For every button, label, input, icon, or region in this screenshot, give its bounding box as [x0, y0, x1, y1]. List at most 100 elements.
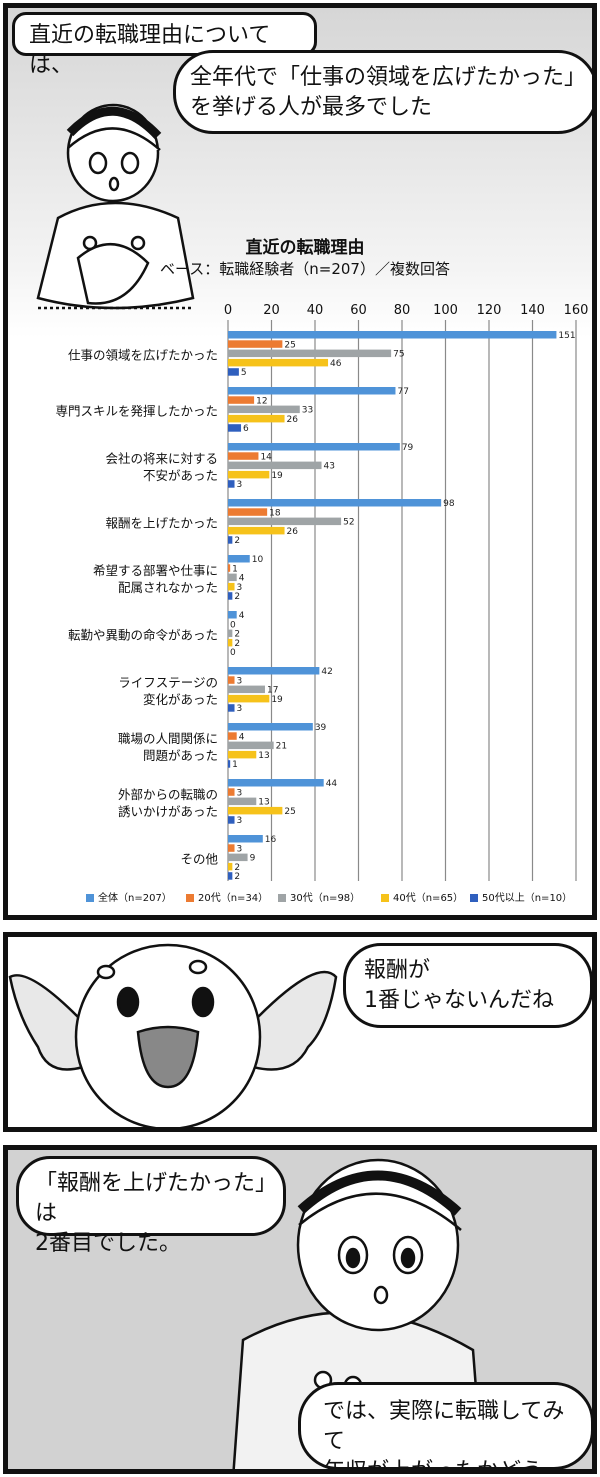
data-label: 5: [241, 368, 247, 378]
panel-1: 直近の転職理由については、 全年代で「仕事の領域を広げたかった」 を挙げる人が最…: [3, 3, 597, 920]
bar: [228, 443, 400, 451]
bar: [228, 358, 329, 367]
category-label: 希望する部署や仕事に: [93, 563, 218, 578]
legend-swatch: [470, 894, 478, 902]
legend-swatch: [86, 894, 94, 902]
bar: [228, 414, 285, 423]
bar: [228, 797, 257, 806]
legend-label: 全体（n=207）: [98, 891, 172, 904]
data-label: 25: [284, 807, 295, 817]
legend-swatch: [278, 894, 286, 902]
x-tick-label: 140: [520, 303, 545, 318]
bar: [228, 526, 285, 535]
x-tick-label: 160: [564, 303, 589, 318]
speech-bubble-2: 全年代で「仕事の領域を広げたかった」 を挙げる人が最多でした: [173, 50, 592, 134]
data-label: 33: [302, 406, 313, 416]
category-label: 問題があった: [143, 748, 218, 763]
category-label: 会社の将来に対する: [105, 451, 218, 466]
data-label: 3: [237, 704, 243, 714]
data-label: 18: [269, 508, 281, 518]
data-label: 25: [284, 340, 295, 350]
winged-ball-mascot: [8, 943, 338, 1127]
data-label: 3: [237, 788, 243, 798]
speech-bubble-3: 報酬が 1番じゃないんだね: [343, 943, 592, 1028]
bar: [228, 694, 270, 703]
data-label: 16: [265, 835, 277, 845]
data-label: 75: [393, 350, 404, 360]
category-label: 配属されなかった: [118, 580, 218, 595]
category-label: 変化があった: [143, 692, 218, 707]
bar: [228, 629, 233, 638]
bar: [228, 396, 255, 404]
data-label: 12: [256, 396, 267, 406]
data-label: 9: [250, 854, 256, 864]
data-label: 17: [267, 686, 278, 696]
x-tick-label: 120: [477, 303, 502, 318]
bar: [228, 564, 231, 572]
category-label: その他: [180, 851, 218, 866]
x-tick-label: 20: [263, 303, 280, 318]
data-label: 1: [232, 760, 238, 770]
bar: [228, 862, 233, 871]
x-tick-label: 80: [394, 303, 411, 318]
bar: [228, 732, 237, 740]
data-label: 19: [271, 695, 283, 705]
bar: [228, 723, 313, 731]
bar: [228, 788, 235, 796]
category-label: 職場の人間関係に: [118, 731, 218, 746]
bar: [228, 349, 392, 358]
data-label: 77: [397, 387, 408, 397]
bar: [228, 461, 322, 470]
data-label: 43: [324, 462, 335, 472]
bar: [228, 816, 235, 824]
chart-subtitle: ベース：転職経験者（n=207）／複数回答: [160, 260, 450, 278]
data-label: 2: [234, 863, 240, 873]
data-label: 98: [443, 499, 455, 509]
data-label: 2: [234, 872, 240, 882]
speech-bubble-4: 「報酬を上げたかった」は 2番目でした。: [16, 1156, 286, 1256]
data-label: 2: [234, 630, 240, 640]
data-label: 44: [326, 779, 338, 789]
x-tick-label: 0: [224, 303, 232, 318]
bar: [228, 806, 283, 815]
bar: [228, 480, 235, 488]
panel-2: 報酬が 1番じゃないんだね: [3, 932, 597, 1132]
data-label: 0: [230, 648, 236, 658]
data-label: 3: [237, 844, 243, 854]
data-label: 2: [234, 536, 240, 546]
bar: [228, 853, 248, 862]
data-label: 3: [237, 816, 243, 826]
data-label: 46: [330, 359, 342, 369]
legend-label: 20代（n=34）: [198, 892, 268, 904]
bar: [228, 676, 235, 684]
legend-label: 40代（n=65）: [393, 892, 463, 904]
data-label: 3: [237, 676, 243, 686]
speech-text-line-2: 年収が上がったかどうか…: [323, 1459, 544, 1474]
bar: [228, 517, 342, 526]
data-label: 1: [232, 564, 238, 574]
bar: [228, 573, 237, 582]
bar: [228, 499, 442, 507]
data-label: 13: [258, 751, 269, 761]
category-label: 報酬を上げたかった: [105, 515, 218, 530]
x-tick-label: 60: [350, 303, 367, 318]
data-label: 42: [321, 667, 332, 677]
data-label: 6: [243, 424, 249, 434]
data-label: 3: [237, 583, 243, 593]
category-label: 専門スキルを発揮したかった: [55, 403, 218, 418]
data-label: 151: [558, 331, 575, 341]
category-label: 不安があった: [143, 468, 218, 483]
bar: [228, 638, 233, 647]
speech-text-line-2: 1番じゃないんだね: [364, 988, 554, 1013]
speech-bubble-1: 直近の転職理由については、: [12, 12, 317, 78]
bar: [228, 387, 396, 395]
speech-text-line-1: 全年代で「仕事の領域を広げたかった」: [190, 65, 587, 90]
bar: [228, 750, 257, 759]
bar: [228, 470, 270, 479]
data-label: 4: [239, 732, 245, 742]
bar: [228, 508, 268, 516]
category-label: 外部からの転職の: [118, 787, 218, 802]
data-label: 14: [260, 452, 272, 462]
bar: [228, 424, 242, 432]
character-crouching-girl: [36, 103, 195, 310]
